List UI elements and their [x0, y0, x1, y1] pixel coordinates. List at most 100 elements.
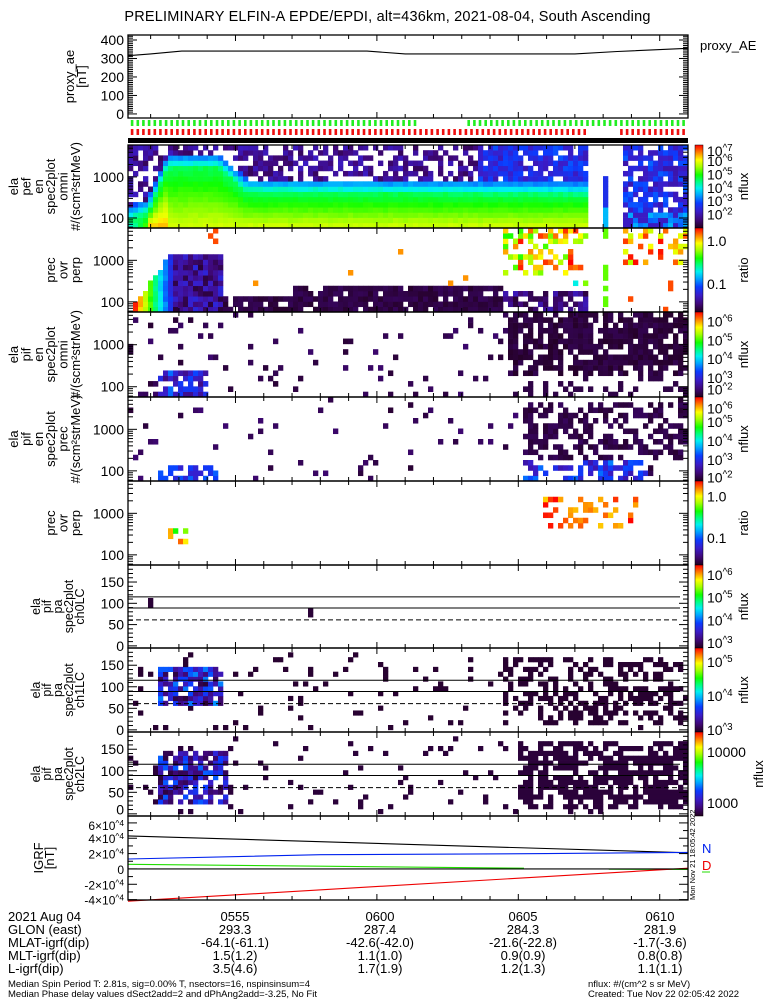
spectrogram-cell [618, 338, 624, 345]
spectrogram-cell [423, 285, 429, 292]
spectrogram-cell [278, 207, 284, 213]
spectrogram-cell [443, 301, 449, 308]
spectrogram-cell [563, 322, 569, 329]
quality-flag-red [170, 129, 173, 135]
spectrogram-cell [588, 809, 594, 815]
spectrogram-cell [228, 222, 234, 229]
spectrogram-cell [388, 160, 394, 167]
spectrogram-cell [603, 789, 609, 795]
spectrogram-cell [368, 306, 374, 313]
spectrogram-cell [573, 750, 579, 756]
spectrogram-cell [533, 470, 539, 477]
spectrogram-cell [588, 460, 594, 466]
spectrogram-cell [663, 317, 669, 323]
spectrogram-cell [173, 291, 179, 297]
spectrogram-cell [563, 423, 569, 429]
spectrogram-cell [563, 517, 569, 524]
spectrogram-cell [243, 222, 249, 229]
spectrogram-cell [538, 715, 544, 721]
y-axis-label: pa [51, 600, 65, 614]
spectrogram-cell [158, 217, 164, 224]
spectrogram-cell [578, 202, 584, 208]
spectrogram-cell [608, 433, 614, 440]
spectrogram-cell [158, 296, 164, 302]
spectrogram-cell [153, 150, 159, 156]
spectrogram-cell [533, 312, 539, 318]
spectrogram-cell [623, 710, 629, 716]
spectrogram-cell [628, 465, 634, 471]
spectrogram-cell [673, 354, 679, 361]
spectrogram-cell [618, 386, 624, 392]
spectrogram-cell [503, 676, 509, 682]
spectrogram-cell [193, 779, 199, 786]
spectrogram-cell [673, 799, 679, 805]
spectrogram-cell [553, 254, 559, 260]
spectrogram-cell [493, 306, 499, 313]
spectrogram-cell [523, 770, 529, 776]
spectrogram-cell [338, 160, 344, 167]
colorbar-label: nflux [736, 340, 751, 368]
spectrogram-cell [358, 202, 364, 208]
spectrogram-cell [558, 775, 564, 781]
spectrogram-cell [603, 275, 609, 281]
spectrogram-cell [523, 666, 529, 672]
spectrogram-cell [378, 705, 384, 711]
spectrogram-cell [628, 222, 634, 229]
spectrogram-cell [158, 671, 164, 677]
spectrogram-cell [683, 165, 689, 172]
spectrogram-cell [573, 176, 579, 182]
spectrogram-cell [193, 755, 199, 761]
spectrogram-cell [588, 365, 594, 371]
spectrogram-cell [378, 285, 384, 292]
spectrogram-cell [278, 181, 284, 187]
y-tick-label: 2×10^4 [88, 847, 124, 862]
spectrogram-cell [203, 145, 209, 151]
spectrogram-cell [633, 259, 639, 266]
spectrogram-cell [618, 370, 624, 377]
spectrogram-cell [478, 439, 484, 445]
spectrogram-cell [593, 365, 599, 371]
spectrogram-cell [538, 317, 544, 323]
spectrogram-cell [178, 359, 184, 366]
spectrogram-cell [668, 402, 674, 408]
spectrogram-cell [638, 765, 644, 771]
spectrogram-cell [178, 538, 184, 545]
spectrogram-cell [178, 285, 184, 292]
spectrogram-cell [328, 160, 334, 167]
spectrogram-cell [583, 412, 589, 419]
spectrogram-cell [293, 291, 299, 297]
spectrogram-cell [668, 741, 674, 747]
spectrogram-cell [383, 170, 389, 177]
spectrogram-cell [178, 150, 184, 156]
spectrogram-cell [538, 343, 544, 350]
spectrogram-cell [658, 407, 664, 414]
spectrogram-cell [188, 652, 194, 658]
spectrogram-cell [378, 306, 384, 313]
spectrogram-cell [578, 475, 584, 482]
spectrogram-cell [493, 170, 499, 177]
spectrogram-cell [343, 365, 349, 371]
spectrogram-cell [523, 700, 529, 706]
spectrogram-cell [173, 770, 179, 776]
spectrogram-cell [413, 222, 419, 229]
spectrogram-cell [343, 296, 349, 302]
spectrogram-cell [378, 222, 384, 229]
spectrogram-cell [583, 202, 589, 208]
spectrogram-cell [673, 765, 679, 771]
spectrogram-cell [153, 217, 159, 224]
spectrogram-cell [403, 720, 409, 726]
series-line-green [127, 863, 525, 869]
spectrogram-cell [523, 301, 529, 308]
spectrogram-cell [333, 191, 339, 198]
spectrogram-cell [633, 155, 639, 161]
spectrogram-cell [498, 181, 504, 187]
spectrogram-cell [168, 799, 174, 805]
quality-flag-red [464, 129, 468, 135]
spectrogram-cell [173, 207, 179, 213]
spectrogram-cell [453, 296, 459, 302]
spectrogram-cell [578, 710, 584, 716]
spectrogram-cell [173, 259, 179, 266]
spectrogram-cell [583, 349, 589, 355]
spectrogram-cell [303, 207, 309, 213]
